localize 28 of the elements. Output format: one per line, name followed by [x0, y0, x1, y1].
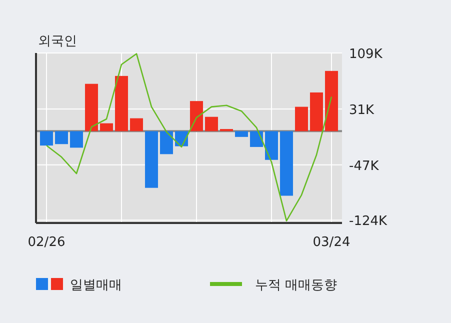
x-tick-label: 02/26	[28, 235, 66, 250]
bar	[310, 92, 323, 132]
bar	[295, 106, 308, 132]
bar	[115, 76, 128, 132]
bar	[265, 131, 278, 160]
bar	[130, 118, 143, 132]
bar	[100, 123, 113, 132]
bar	[40, 131, 53, 146]
line-series	[46, 53, 332, 222]
chart-title: 외국인	[38, 34, 77, 49]
legend-label: 일별매매	[70, 278, 122, 293]
y-tick-label: -47K	[349, 158, 380, 174]
bar	[280, 131, 293, 196]
y-tick-label: 31K	[349, 102, 375, 118]
bar	[190, 101, 203, 132]
x-tick-label: 03/24	[312, 235, 350, 250]
bar	[325, 70, 338, 132]
legend-label: 누적 매매동향	[255, 278, 338, 293]
bar	[250, 131, 263, 147]
y-tick-label: 109K	[349, 47, 383, 62]
bar	[55, 131, 68, 144]
y-tick-label: -124K	[349, 214, 388, 230]
bar	[145, 131, 158, 188]
bar	[235, 131, 248, 137]
bar	[160, 131, 173, 154]
bar	[85, 84, 98, 132]
bar	[205, 116, 218, 132]
bar	[70, 131, 83, 148]
